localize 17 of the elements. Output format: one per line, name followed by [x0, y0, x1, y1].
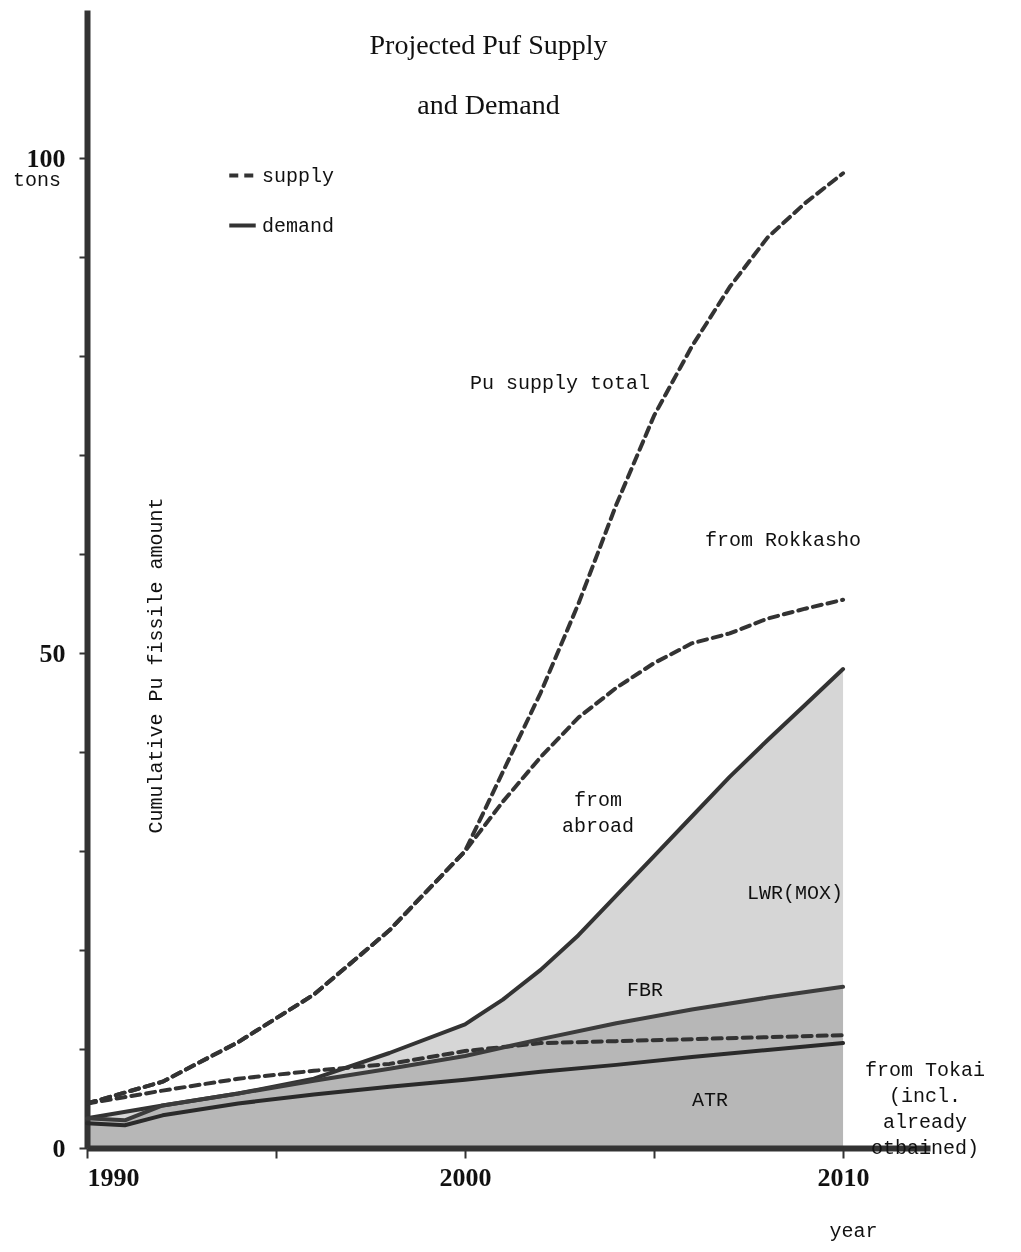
x-tick-label: 2010	[817, 1162, 870, 1192]
y-tick-label: 50	[39, 638, 66, 668]
x-tick-label: 1990	[87, 1162, 140, 1192]
annotation: LWR(MOX)	[746, 882, 844, 905]
annotation: from Rokkasho	[704, 529, 862, 552]
x-axis-title: year	[829, 1219, 878, 1243]
legend-label: demand	[262, 214, 335, 238]
annotation: Pu supply total	[469, 372, 651, 395]
annotation: FBR	[626, 979, 664, 1002]
annotation: from abroad	[561, 789, 635, 838]
x-tick-label: 2000	[439, 1162, 492, 1192]
y-tick-label: 0	[52, 1133, 66, 1163]
legend-label: supply	[262, 164, 335, 188]
annotation: from Tokai (incl. already otbained)	[864, 1059, 986, 1160]
y-axis-title: Cumulative Pu fissile amount	[144, 497, 168, 834]
text: Projected Puf Supply and Demand	[369, 29, 608, 120]
annotation: ATR	[691, 1089, 729, 1112]
